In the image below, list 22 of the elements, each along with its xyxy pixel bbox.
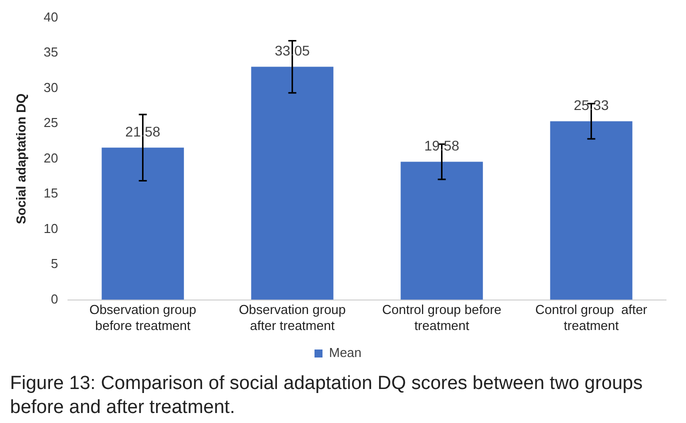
- y-tick-label: 15: [44, 186, 58, 201]
- y-tick-label: 5: [50, 256, 58, 272]
- y-tick-label: 0: [50, 291, 58, 306]
- caption: Figure 13: Comparison of social adaptation DQ scores between two groups before and after treatment.: [10, 372, 644, 420]
- x-tick-label: Control group after treatment: [535, 302, 648, 333]
- bar: [400, 162, 483, 300]
- y-tick-label: 40: [44, 9, 58, 24]
- y-tick-label: 35: [44, 44, 58, 60]
- y-tick-label: 20: [44, 150, 58, 166]
- data-label: 19.58: [424, 138, 460, 154]
- bar: [102, 148, 184, 300]
- y-tick-label: 30: [44, 80, 58, 95]
- data-label: 25.33: [574, 97, 609, 114]
- x-tick-label: Observation group after treatment: [238, 302, 346, 333]
- y-tick-label: 25: [44, 115, 58, 130]
- y-tick-label: 10: [44, 220, 58, 236]
- bar: [550, 121, 632, 300]
- legend-label: Mean: [328, 345, 362, 360]
- bar: [251, 66, 334, 300]
- y-axis-title: Social adaptation DQ: [13, 93, 28, 224]
- x-tick-label: Observation group before treatment: [89, 302, 196, 333]
- x-tick-label: Control group before treatment: [382, 302, 502, 333]
